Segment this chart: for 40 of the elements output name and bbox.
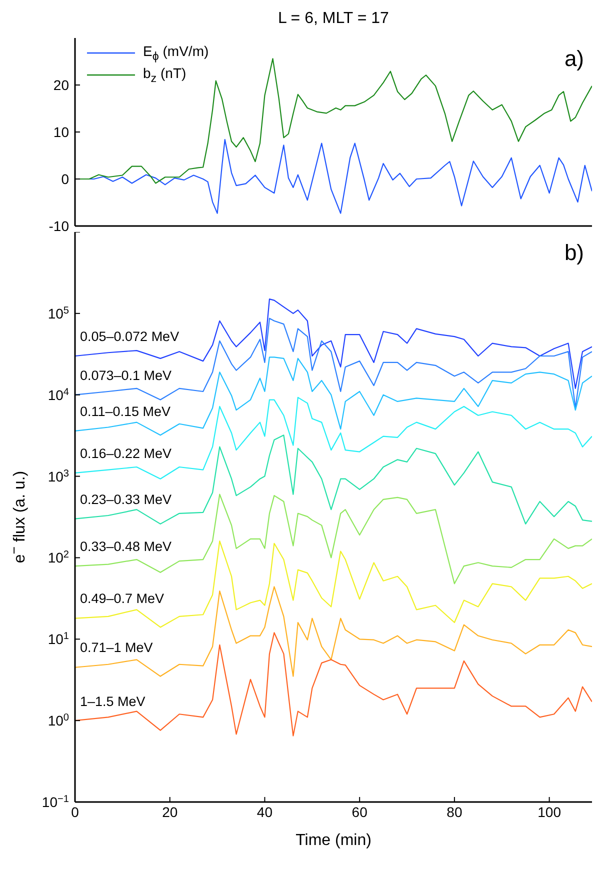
legend-label: E$_{ϕ}$ (mV/m)	[143, 43, 209, 63]
series-label: 0.49–0.7 MeV	[80, 591, 164, 606]
line-series	[75, 540, 592, 628]
x-tick-label: 40	[256, 804, 273, 820]
series-label: 0.073–0.1 MeV	[80, 368, 172, 383]
y-tick-label: 20	[53, 77, 70, 93]
line-series	[75, 494, 592, 584]
y-tick-label: 10$^{3}$	[48, 468, 70, 484]
x-tick-label: 60	[352, 804, 368, 820]
y-tick-label: 10$^{2}$	[48, 549, 70, 566]
y-tick-label: 10$^{−1}$	[42, 794, 70, 810]
y-tick-label: 10$^{4}$	[48, 386, 70, 403]
x-tick-label: 80	[446, 804, 462, 820]
x-tick-label: 100	[538, 804, 562, 820]
series-label: 0.23–0.33 MeV	[80, 492, 172, 507]
series-label: 1–1.5 MeV	[80, 694, 146, 709]
x-tick-label: 20	[162, 804, 178, 820]
y-tick-label: -10	[48, 218, 70, 234]
x-tick-label: 0	[71, 804, 80, 820]
y-tick-label: 0	[61, 171, 70, 187]
line-series	[75, 434, 592, 524]
legend-label: b$_{z}$ (nT)	[143, 65, 186, 85]
line-series	[75, 396, 592, 480]
series-label: 0.05–0.072 MeV	[80, 329, 180, 344]
line-series	[75, 632, 592, 736]
y-tick-label: 10$^{1}$	[48, 630, 70, 648]
line-series	[75, 298, 592, 389]
series-label: 0.16–0.22 MeV	[80, 446, 172, 461]
annotation: a)	[564, 46, 584, 72]
y-tick-label: 10$^{0}$	[48, 712, 70, 729]
y-tick-label: 10$^{5}$	[48, 304, 70, 322]
series-label: 0.33–0.48 MeV	[80, 539, 172, 554]
x-axis-title: Time (min)	[294, 832, 372, 850]
series-label: 0.11–0.15 MeV	[80, 404, 171, 419]
annotation: b)	[564, 240, 584, 266]
y-tick-label: 10	[53, 124, 70, 140]
line-series	[75, 586, 592, 677]
chart-title: L = 6, MLT = 17	[277, 9, 390, 29]
line-series	[75, 356, 592, 436]
series-label: 0.71–1 MeV	[80, 640, 153, 656]
